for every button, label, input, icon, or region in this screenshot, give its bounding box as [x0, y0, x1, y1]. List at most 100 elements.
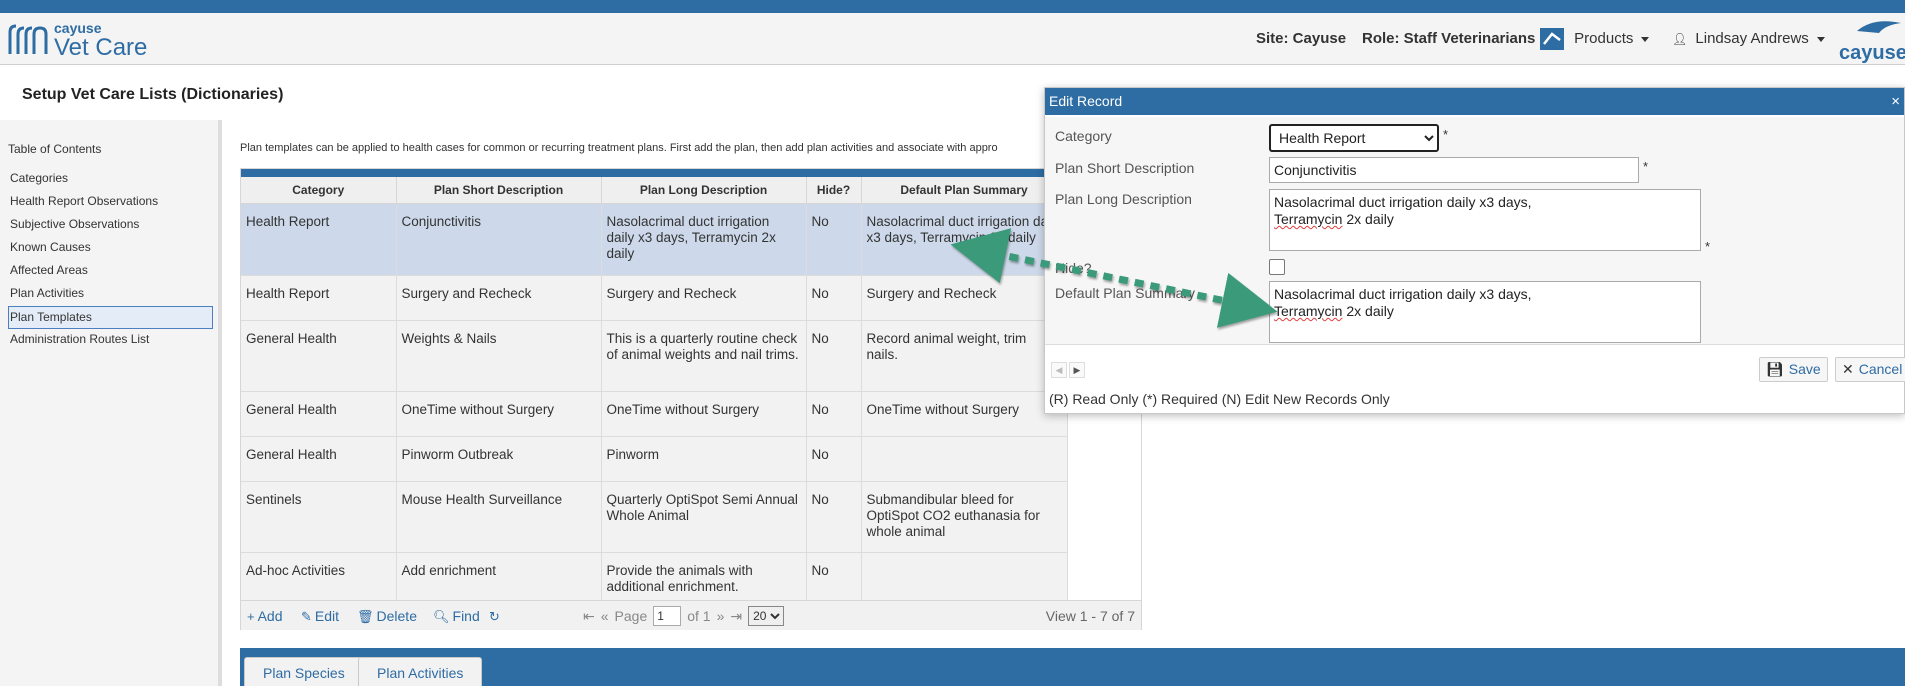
- top-accent-bar: [0, 0, 1905, 13]
- long-desc-textarea[interactable]: Nasolacrimal duct irrigation daily x3 da…: [1269, 189, 1701, 251]
- table-row[interactable]: Health Report Conjunctivitis Nasolacrima…: [241, 203, 1068, 276]
- page-label: Page: [614, 608, 648, 624]
- next-record-icon[interactable]: ▶: [1069, 362, 1085, 378]
- brand-name: Vet Care: [54, 33, 148, 61]
- cancel-button[interactable]: ✕ Cancel: [1835, 357, 1905, 382]
- required-marker: *: [1443, 127, 1449, 142]
- page-of-label: of 1: [687, 608, 711, 624]
- cell-long-desc: Surgery and Recheck: [601, 275, 807, 321]
- delete-label: Delete: [376, 608, 417, 624]
- toc-title: Table of Contents: [8, 142, 102, 156]
- add-label: Add: [257, 608, 283, 624]
- cell-category: General Health: [241, 391, 397, 437]
- toc-item-plan-activities[interactable]: Plan Activities: [10, 286, 85, 300]
- dialog-titlebar[interactable]: Edit Record ×: [1045, 88, 1904, 115]
- cell-hide: No: [806, 391, 862, 437]
- toc-item-known-causes[interactable]: Known Causes: [10, 240, 91, 254]
- toc-item-affected-areas[interactable]: Affected Areas: [10, 263, 88, 277]
- prev-record-icon[interactable]: ◀: [1051, 362, 1067, 378]
- tab-plan-activities[interactable]: Plan Activities: [358, 657, 483, 686]
- cell-short-desc: Surgery and Recheck: [396, 275, 602, 321]
- close-icon[interactable]: ×: [1891, 93, 1900, 110]
- cell-hide: No: [806, 436, 862, 482]
- table-row[interactable]: Health Report Surgery and Recheck Surger…: [241, 275, 1068, 321]
- first-page-icon[interactable]: ⇤: [583, 607, 595, 624]
- cell-long-desc: OneTime without Surgery: [601, 391, 807, 437]
- next-page-icon[interactable]: »: [716, 608, 725, 624]
- products-label: Products: [1574, 29, 1634, 47]
- products-icon: [1540, 28, 1564, 50]
- table-row[interactable]: General Health OneTime without Surgery O…: [241, 391, 1068, 437]
- refresh-button[interactable]: ↻: [489, 608, 503, 625]
- toc-item-categories[interactable]: Categories: [10, 171, 69, 185]
- page-number-input[interactable]: [653, 606, 682, 626]
- record-nav: ◀ ▶: [1051, 362, 1085, 378]
- page-title: Setup Vet Care Lists (Dictionaries): [22, 86, 284, 103]
- cell-summary: OneTime without Surgery: [861, 391, 1068, 437]
- last-page-icon[interactable]: ⇥: [730, 607, 743, 624]
- short-desc-input[interactable]: [1269, 157, 1639, 183]
- col-header-hide[interactable]: Hide?: [806, 177, 862, 204]
- cell-hide: No: [806, 275, 862, 321]
- category-label: Category: [1055, 128, 1112, 144]
- cell-category: Health Report: [241, 275, 397, 321]
- plan-templates-grid: Category Plan Short Description Plan Lon…: [240, 168, 1142, 630]
- cancel-icon: ✕: [1842, 361, 1854, 377]
- toc-item-administration-routes[interactable]: Administration Routes List: [10, 332, 150, 346]
- user-menu[interactable]: 👤︎ Lindsay Andrews: [1672, 30, 1825, 47]
- cell-summary: Surgery and Recheck: [861, 275, 1068, 321]
- dialog-form: Category Health Report * Plan Short Desc…: [1045, 117, 1904, 345]
- cell-category: General Health: [241, 436, 397, 482]
- table-row[interactable]: General Health Pinworm Outbreak Pinworm …: [241, 436, 1068, 482]
- cell-summary: Record animal weight, trim nails.: [861, 320, 1068, 392]
- toc-item-health-report-observations[interactable]: Health Report Observations: [10, 194, 159, 208]
- chevron-down-icon: [1641, 36, 1650, 42]
- hide-checkbox[interactable]: [1269, 259, 1285, 275]
- prev-page-icon[interactable]: «: [600, 608, 609, 624]
- cell-summary: [861, 436, 1068, 482]
- long-desc-label: Plan Long Description: [1055, 191, 1192, 207]
- summary-textarea[interactable]: Nasolacrimal duct irrigation daily x3 da…: [1269, 281, 1701, 343]
- search-icon: 🔍︎: [433, 609, 450, 624]
- field-legend: (R) Read Only (*) Required (N) Edit New …: [1049, 391, 1390, 407]
- col-header-long-desc[interactable]: Plan Long Description: [601, 177, 807, 204]
- cell-category: Sentinels: [241, 481, 397, 553]
- table-row[interactable]: General Health Weights & Nails This is a…: [241, 320, 1068, 392]
- cayuse-logo-icon: [8, 24, 48, 54]
- page-size-select[interactable]: 20: [748, 606, 785, 626]
- app-logo[interactable]: cayuse Vet Care: [6, 19, 147, 61]
- tab-plan-species[interactable]: Plan Species: [244, 657, 364, 686]
- find-button[interactable]: 🔍︎ Find: [433, 608, 480, 625]
- brand-small: cayuse: [54, 19, 102, 36]
- pencil-icon: ✎: [301, 609, 312, 624]
- pager: ⇤ « Page of 1 » ⇥ 20: [583, 606, 785, 626]
- add-button[interactable]: + Add: [247, 608, 283, 624]
- cell-category: General Health: [241, 320, 397, 392]
- toc-item-plan-templates[interactable]: Plan Templates: [8, 306, 213, 329]
- delete-button[interactable]: 🗑︎ Delete: [357, 608, 417, 625]
- cell-short-desc: Conjunctivitis: [396, 203, 602, 276]
- col-header-category[interactable]: Category: [241, 177, 397, 204]
- cancel-label: Cancel: [1858, 361, 1903, 377]
- save-button[interactable]: 💾︎ Save: [1759, 357, 1828, 382]
- products-menu[interactable]: Products: [1540, 28, 1650, 50]
- cell-long-desc: Quarterly OptiSpot Semi Annual Whole Ani…: [601, 481, 807, 553]
- cell-short-desc: OneTime without Surgery: [396, 391, 602, 437]
- col-header-summary[interactable]: Default Plan Summary: [861, 177, 1068, 204]
- plus-icon: +: [247, 609, 255, 624]
- cell-short-desc: Pinworm Outbreak: [396, 436, 602, 482]
- site-label: Site: Cayuse: [1256, 30, 1347, 47]
- table-row[interactable]: Sentinels Mouse Health Surveillance Quar…: [241, 481, 1068, 553]
- find-label: Find: [452, 608, 480, 624]
- summary-line1: Nasolacrimal duct irrigation daily x3 da…: [1274, 286, 1532, 302]
- detail-tabs-bar: Plan Species Plan Activities: [240, 648, 1905, 686]
- chevron-down-icon: [1816, 36, 1825, 42]
- category-select[interactable]: Health Report: [1269, 124, 1439, 152]
- cell-summary: Submandibular bleed for OptiSpot CO2 eut…: [861, 481, 1068, 553]
- summary-label: Default Plan Summary: [1055, 285, 1196, 301]
- summary-line2: 2x daily: [1342, 303, 1394, 319]
- edit-button[interactable]: ✎ Edit: [301, 608, 339, 625]
- toc-item-subjective-observations[interactable]: Subjective Observations: [10, 217, 140, 231]
- col-header-short-desc[interactable]: Plan Short Description: [396, 177, 602, 204]
- table-header-row: Category Plan Short Description Plan Lon…: [241, 177, 1068, 204]
